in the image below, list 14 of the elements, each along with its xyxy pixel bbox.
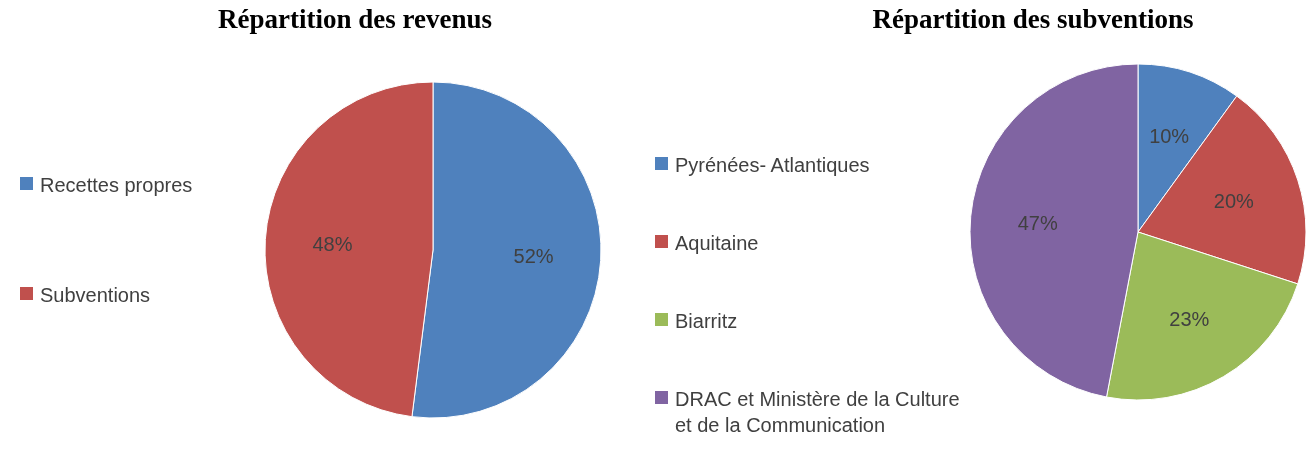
legend-label: DRAC et Ministère de la Culture et de la Communication bbox=[675, 388, 960, 436]
data-label: 47% bbox=[1017, 211, 1058, 234]
chart-title: Répartition des revenus bbox=[218, 4, 492, 34]
legend-label: Aquitaine bbox=[675, 232, 759, 254]
legend-label: Pyrénées- Atlantiques bbox=[675, 154, 870, 176]
data-label: 48% bbox=[312, 232, 353, 255]
legend-label: Biarritz bbox=[675, 310, 738, 332]
data-label: 20% bbox=[1213, 189, 1255, 212]
chart-title: Répartition des subventions bbox=[872, 4, 1194, 34]
legend-label: Recettes propres bbox=[40, 174, 193, 196]
data-label: 23% bbox=[1169, 307, 1210, 330]
legend-label: Subventions bbox=[40, 284, 151, 306]
data-label: 10% bbox=[1149, 125, 1190, 148]
data-label: 52% bbox=[513, 245, 554, 268]
